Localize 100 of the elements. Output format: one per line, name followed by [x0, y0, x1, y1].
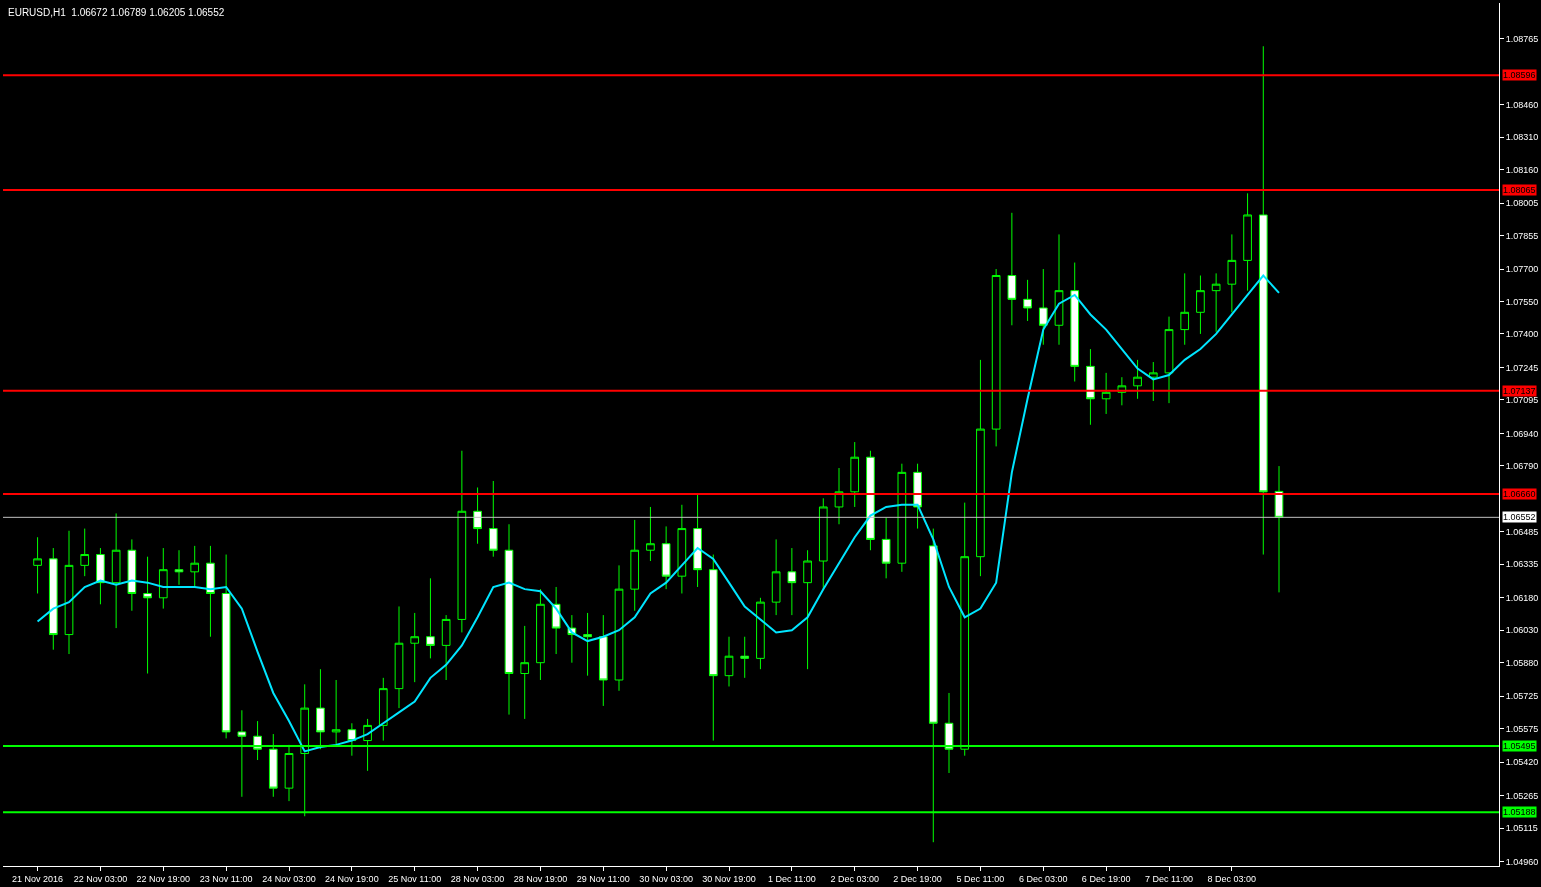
x-tick-label: 21 Nov 2016 — [12, 873, 64, 884]
candlestick — [756, 597, 765, 670]
candlestick — [1007, 212, 1017, 326]
y-tick-label: 1.05575 — [1505, 723, 1539, 734]
candlestick — [724, 636, 734, 687]
candlestick — [488, 480, 498, 558]
candlestick — [897, 463, 907, 573]
y-tick-label: 1.07095 — [1505, 395, 1539, 406]
candlestick — [1148, 361, 1158, 402]
candlestick — [520, 625, 530, 720]
candlestick — [1211, 272, 1221, 333]
y-tick-label: 1.06485 — [1505, 526, 1539, 537]
candlestick — [976, 359, 985, 577]
y-tick-label: 1.08765 — [1505, 33, 1539, 44]
candlestick — [441, 614, 451, 681]
candlestick — [693, 493, 702, 588]
y-tick-label: 1.07400 — [1505, 329, 1539, 340]
candlestick — [1086, 348, 1095, 426]
x-tick-label: 22 Nov 03:00 — [73, 873, 128, 884]
y-tick-label: 1.06790 — [1505, 461, 1539, 472]
x-tick-label: 28 Nov 19:00 — [513, 873, 568, 884]
y-tick-label: 1.08005 — [1505, 198, 1539, 209]
x-tick-label: 2 Dec 03:00 — [830, 873, 879, 884]
ref-line-label: 1.07137 — [1503, 386, 1536, 396]
candlestick — [1180, 272, 1190, 346]
candlestick — [1227, 233, 1237, 313]
ref-line-label: 1.08065 — [1503, 185, 1536, 195]
candlestick — [190, 545, 200, 588]
candlestick — [394, 605, 404, 709]
y-tick-label: 1.07855 — [1505, 230, 1539, 241]
candlestick — [583, 612, 592, 677]
candlestick — [127, 538, 137, 612]
candlestick — [473, 486, 482, 545]
candlestick — [96, 547, 105, 605]
y-tick-label: 1.05115 — [1505, 823, 1538, 834]
candlestick — [504, 523, 514, 716]
candlestick — [991, 268, 1001, 447]
x-tick-label: 6 Dec 03:00 — [1019, 873, 1068, 884]
candlestick — [598, 614, 608, 707]
candlestick — [378, 677, 388, 742]
candlestick — [221, 554, 231, 739]
candlestick — [818, 497, 828, 590]
x-tick-label: 24 Nov 03:00 — [262, 873, 316, 884]
x-tick-label: 23 Nov 11:00 — [199, 873, 253, 884]
y-tick-label: 1.05420 — [1505, 757, 1539, 768]
x-tick-label: 30 Nov 19:00 — [702, 873, 756, 884]
candlestick — [866, 450, 875, 551]
x-tick-label: 24 Nov 19:00 — [325, 873, 379, 884]
x-tick-label: 25 Nov 11:00 — [388, 873, 442, 884]
candlestick — [457, 450, 467, 633]
y-tick-label: 1.07550 — [1505, 296, 1539, 307]
y-tick-label: 1.08310 — [1505, 132, 1539, 143]
x-tick-label: 8 Dec 03:00 — [1207, 873, 1257, 884]
candlestick — [1070, 262, 1080, 383]
x-tick-label: 28 Nov 03:00 — [450, 873, 505, 884]
x-tick-label: 2 Dec 19:00 — [893, 873, 942, 884]
ref-line-label: 1.05495 — [1503, 741, 1536, 751]
candlestick — [426, 577, 435, 659]
x-tick-label: 1 Dec 11:00 — [767, 873, 816, 884]
candlestick — [64, 530, 74, 655]
candlestick — [33, 536, 42, 594]
y-tick-label: 1.05265 — [1505, 790, 1539, 801]
candlestick — [1101, 372, 1111, 415]
candlestick — [1023, 279, 1032, 322]
candlestick — [174, 549, 184, 586]
x-tick-label: 22 Nov 19:00 — [136, 873, 191, 884]
candlestick — [1164, 316, 1174, 404]
candlestick — [206, 545, 215, 638]
x-tick-label: 29 Nov 11:00 — [576, 873, 630, 884]
candlestick — [881, 517, 891, 579]
candlestick — [111, 512, 121, 629]
candlestick — [661, 525, 671, 590]
y-tick-label: 1.07245 — [1505, 362, 1539, 373]
candlestick — [850, 441, 860, 508]
ref-line-label: 1.06552 — [1503, 512, 1536, 522]
y-tick-label: 1.06335 — [1505, 559, 1539, 570]
candlestick — [646, 506, 655, 562]
candlestick — [1274, 465, 1284, 593]
y-tick-label: 1.04960 — [1505, 856, 1539, 867]
ref-line-label: 1.05188 — [1503, 807, 1536, 817]
candlestick — [787, 547, 797, 616]
candlestick — [614, 564, 624, 692]
ref-line-label: 1.08596 — [1503, 70, 1536, 80]
candlestick — [630, 519, 640, 612]
candlestick — [1196, 275, 1205, 335]
line-series — [36, 274, 1280, 753]
ref-line-label: 1.06660 — [1503, 489, 1536, 499]
candlestick — [1243, 192, 1252, 292]
y-tick-label: 1.05725 — [1505, 691, 1539, 702]
y-tick-label: 1.06940 — [1505, 428, 1539, 439]
y-tick-label: 1.06180 — [1505, 592, 1539, 603]
x-tick-label: 30 Nov 03:00 — [639, 873, 693, 884]
x-tick-label: 6 Dec 19:00 — [1081, 873, 1131, 884]
candlestick — [410, 612, 420, 683]
x-tick-label: 5 Dec 11:00 — [956, 873, 1005, 884]
candlestick — [1038, 268, 1048, 346]
candlestick — [80, 528, 90, 577]
candlestick — [913, 463, 922, 530]
x-tick-label: 7 Dec 11:00 — [1145, 873, 1193, 884]
chart-title: EURUSD,H1 1.06672 1.06789 1.06205 1.06552 — [8, 7, 225, 18]
